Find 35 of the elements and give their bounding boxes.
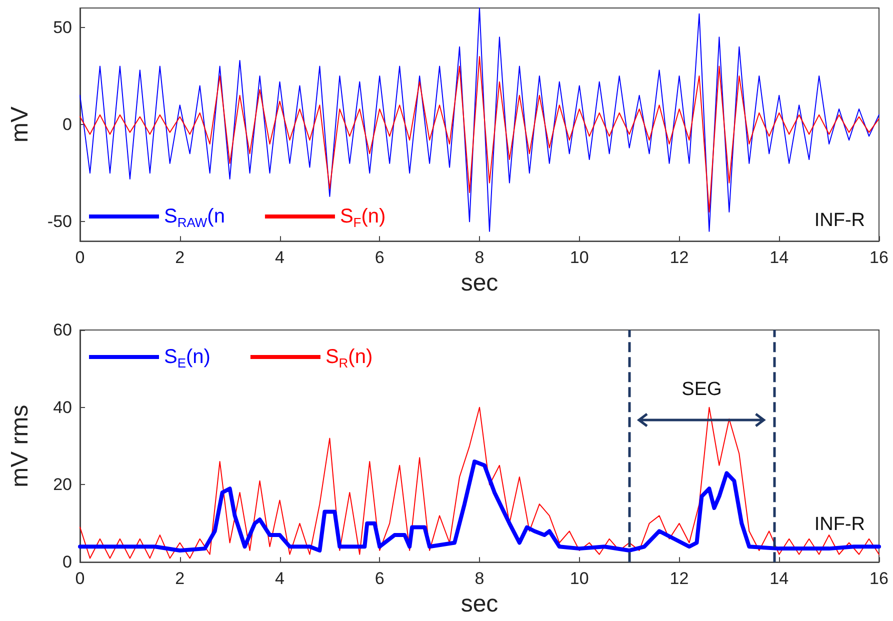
x-tick-label: 16 — [870, 569, 888, 588]
x-tick-label: 10 — [570, 248, 589, 268]
x-tick-label: 6 — [374, 569, 384, 588]
x-tick-label: 0 — [75, 248, 85, 268]
line-series — [78, 460, 881, 552]
y-tick-label: 40 — [53, 398, 72, 417]
x-tick-label: 8 — [474, 569, 484, 588]
x-tick-label: 8 — [474, 248, 484, 268]
line-series — [80, 406, 880, 559]
y-tick-label: 0 — [62, 552, 72, 572]
x-axis-title: sec — [460, 270, 498, 296]
x-tick-label: 0 — [75, 569, 85, 588]
x-tick-label: 14 — [770, 248, 789, 268]
x-tick-label: 2 — [175, 569, 185, 588]
annotation: INF-R — [814, 210, 865, 232]
annotation: INF-R — [814, 514, 865, 536]
y-tick-label: 50 — [53, 18, 72, 37]
x-tick-label: 12 — [670, 248, 689, 268]
x-tick-label: 12 — [670, 569, 689, 588]
x-tick-label: 6 — [374, 248, 384, 268]
x-tick-label: 16 — [870, 248, 888, 268]
x-tick-label: 10 — [570, 569, 589, 588]
line-series — [80, 8, 880, 232]
y-axis-title: mV rms — [6, 404, 34, 488]
y-tick-label: 60 — [53, 320, 72, 340]
x-axis-title: sec — [460, 590, 498, 618]
annotation: SEG — [682, 379, 722, 402]
y-tick-label: 0 — [62, 115, 72, 134]
x-tick-label: 14 — [770, 569, 789, 588]
y-tick-label: 20 — [53, 475, 72, 494]
y-tick-label: -50 — [47, 212, 72, 232]
x-tick-label: 4 — [275, 569, 284, 588]
y-axis-title: mV — [6, 106, 34, 143]
x-tick-label: 2 — [175, 248, 185, 268]
x-tick-label: 4 — [275, 248, 284, 268]
